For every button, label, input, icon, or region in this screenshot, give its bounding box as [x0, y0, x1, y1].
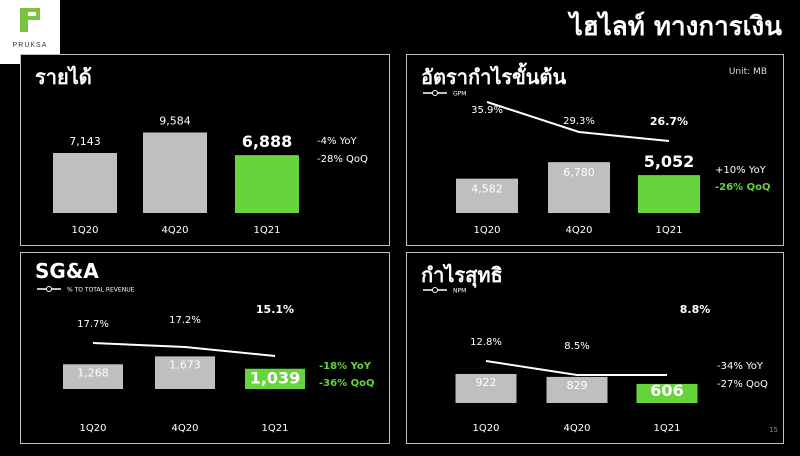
revenue-category-label: 4Q20: [162, 225, 189, 236]
unit-label: Unit: MB: [728, 67, 767, 77]
revenue-change-note: -28% QoQ: [317, 154, 368, 165]
sga-category-label: 1Q21: [262, 423, 289, 434]
revenue-category-label: 1Q20: [72, 225, 99, 236]
gross-profit-change-note: +10% YoY: [715, 165, 767, 176]
gross-profit-value-label: 6,780: [563, 166, 595, 179]
gross-profit-bar-1q20: [456, 178, 518, 213]
sga-bar-4q20: [155, 356, 215, 389]
gross-profit-ratio-line: [486, 101, 670, 142]
sga-value-label: 1,673: [169, 358, 201, 371]
net-profit-category-label: 1Q21: [654, 423, 681, 434]
revenue-bar-4q20: [143, 132, 207, 213]
gross-profit-chart: GPM 4,582 1Q20 6,780 4Q20 5,052 1Q21 35.9% 29.3%…: [423, 90, 770, 236]
net-profit-panel: กำไรสุทธิ NPM 922 1Q20 829 4Q20 606 1Q21 12.8% 8…: [406, 252, 784, 444]
sga-change-note: -18% YoY: [319, 361, 372, 372]
revenue-value-label: 6,888: [242, 132, 293, 151]
net-profit-legend-label: NPM: [453, 288, 466, 295]
sga-bar-1q21: [245, 368, 305, 389]
gross-profit-title: อัตรากำไรขั้นต้น: [421, 65, 567, 89]
net-profit-bar-1q20: [455, 373, 517, 403]
sga-legend-label: % TO TOTAL REVENUE: [67, 287, 135, 294]
gross-profit-change-note: -26% QoQ: [715, 182, 770, 193]
sga-value-label: 1,268: [77, 366, 109, 379]
net-profit-ratio-label: 8.5%: [564, 341, 589, 352]
gross-profit-value-label: 5,052: [644, 152, 695, 171]
revenue-value-label: 9,584: [159, 114, 191, 127]
net-profit-change-note: -27% QoQ: [717, 379, 768, 390]
sga-ratio-line: [92, 342, 276, 357]
gross-profit-category-label: 4Q20: [566, 225, 593, 236]
net-profit-ratio-label: 12.8%: [470, 337, 502, 348]
gross-profit-panel: อัตรากำไรขั้นต้น Unit: MB GPM 4,582 1Q20 6,…: [406, 54, 784, 246]
net-profit-value-label: 922: [476, 376, 497, 389]
page-number: 15: [769, 426, 778, 434]
sga-category-label: 4Q20: [172, 423, 199, 434]
sga-chart: % TO TOTAL REVENUE 1,268 1Q20 1,673 4Q20 1,03…: [37, 286, 374, 434]
gross-profit-ratio-label: 35.9%: [471, 105, 503, 116]
net-profit-bar-1q21: [636, 383, 698, 403]
net-profit-title: กำไรสุทธิ: [421, 263, 503, 287]
net-profit-value-label: 606: [650, 381, 683, 400]
gross-profit-bar-1q21: [638, 175, 700, 213]
net-profit-change-note: -34% YoY: [717, 361, 764, 372]
net-profit-ratio-line: [485, 360, 667, 376]
net-profit-category-label: 4Q20: [564, 423, 591, 434]
net-profit-value-label: 829: [567, 379, 588, 392]
gross-profit-category-label: 1Q20: [474, 225, 501, 236]
sga-ratio-label: 15.1%: [256, 303, 294, 316]
revenue-panel: รายได้ 7,143 1Q20 9,584 4Q20 6,888 1Q21 -4% Yo…: [20, 54, 390, 246]
gross-profit-legend-marker: [432, 90, 438, 96]
sga-category-label: 1Q20: [80, 423, 107, 434]
sga-ratio-label: 17.2%: [169, 315, 201, 326]
sga-title: SG&A: [35, 259, 99, 283]
sga-bar-1q20: [63, 364, 123, 389]
pruksa-logo-mark-icon: [20, 8, 40, 32]
revenue-bar-1q20: [53, 152, 117, 213]
revenue-value-label: 7,143: [69, 135, 101, 148]
net-profit-bar-4q20: [546, 376, 608, 403]
revenue-title: รายได้: [35, 65, 92, 89]
net-profit-category-label: 1Q20: [473, 423, 500, 434]
sga-ratio-label: 17.7%: [77, 319, 109, 330]
gross-profit-legend-label: GPM: [453, 91, 466, 98]
sga-change-note: -36% QoQ: [319, 378, 374, 389]
gross-profit-ratio-label: 26.7%: [650, 115, 688, 128]
gross-profit-ratio-label: 29.3%: [563, 116, 595, 127]
gross-profit-value-label: 4,582: [471, 183, 503, 196]
sga-legend-marker: [46, 286, 52, 292]
gross-profit-category-label: 1Q21: [656, 225, 683, 236]
net-profit-ratio-label: 8.8%: [680, 303, 711, 316]
net-profit-chart: NPM 922 1Q20 829 4Q20 606 1Q21 12.8% 8.5% 8.8% -34…: [423, 287, 768, 434]
sga-value-label: 1,039: [250, 369, 301, 388]
sga-panel: SG&A % TO TOTAL REVENUE 1,268 1Q20 1,673 4Q2…: [20, 252, 390, 444]
gross-profit-bar-4q20: [548, 162, 610, 213]
pruksa-logo: PRUKSA: [0, 0, 60, 64]
logo-text: PRUKSA: [12, 42, 48, 49]
revenue-chart: 7,143 1Q20 9,584 4Q20 6,888 1Q21 -4% YoY -28% Q…: [53, 114, 368, 236]
page-title: ไฮไลท์ ทางการเงิน: [569, 12, 782, 42]
net-profit-legend-marker: [432, 287, 438, 293]
revenue-category-label: 1Q21: [254, 225, 281, 236]
revenue-change-note: -4% YoY: [317, 136, 358, 147]
revenue-bar-1q21: [235, 155, 299, 213]
